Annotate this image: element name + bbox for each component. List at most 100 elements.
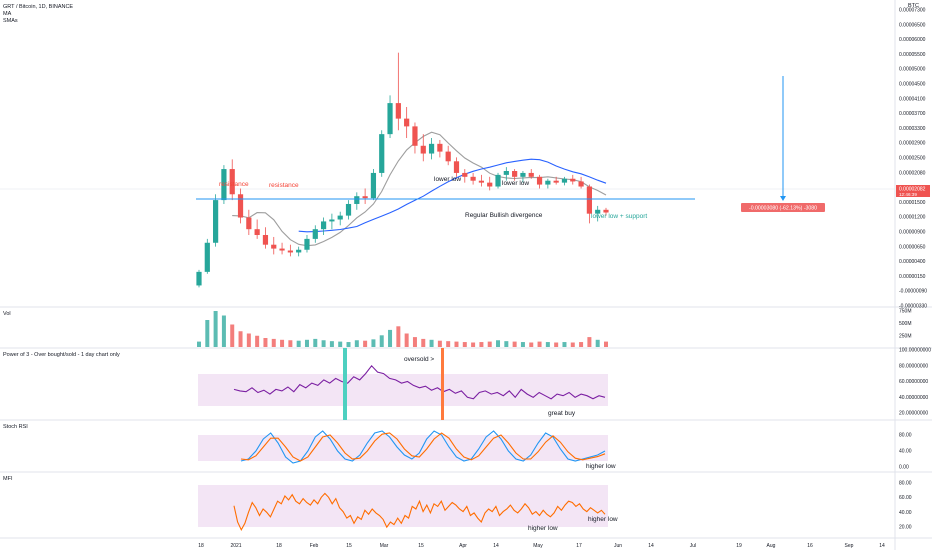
annotation-oversold: oversold > xyxy=(404,356,434,363)
candle-body[interactable] xyxy=(495,174,501,187)
symbol-title[interactable]: GRT / Bitcoin, 1D, BINANCE xyxy=(3,4,73,10)
candle-body[interactable] xyxy=(453,161,460,173)
price-axis-label: 0.00003700 xyxy=(899,111,926,117)
price-axis-label: 0.00000400 xyxy=(899,259,926,265)
candle-body[interactable] xyxy=(213,200,219,243)
volume-bar xyxy=(255,335,260,347)
candle-body[interactable] xyxy=(221,169,227,201)
stoch-axis-label: 80.00 xyxy=(899,433,912,439)
volume-bar xyxy=(529,342,534,347)
price-axis-label: 0.00000900 xyxy=(899,230,926,236)
candles xyxy=(196,52,609,288)
mfi-axis: 80.00 60.00 40.00 20.00 xyxy=(899,481,912,531)
candle-body[interactable] xyxy=(578,181,584,187)
candle-body[interactable] xyxy=(204,242,210,272)
candle-body[interactable] xyxy=(487,182,493,187)
candle-body[interactable] xyxy=(287,250,293,253)
price-axis-label: 0.00001500 xyxy=(899,200,926,206)
candle-body[interactable] xyxy=(354,196,360,204)
candle-body[interactable] xyxy=(503,170,509,175)
volume-bar xyxy=(562,342,567,347)
candle-body[interactable] xyxy=(304,238,310,250)
annotation-mfi-higher-low-1: higher low xyxy=(528,525,558,532)
candle-body[interactable] xyxy=(362,196,368,199)
volume-bar xyxy=(537,341,542,347)
candle-body[interactable] xyxy=(345,203,352,216)
candle-body[interactable] xyxy=(520,172,526,177)
volume-bar xyxy=(221,315,226,347)
candle-body[interactable] xyxy=(420,145,426,154)
sma-short-line[interactable] xyxy=(232,131,607,247)
candle-body[interactable] xyxy=(595,209,601,214)
volume-bar xyxy=(454,341,459,347)
volume-bar xyxy=(288,340,293,347)
candle-body[interactable] xyxy=(229,169,235,195)
candle-body[interactable] xyxy=(470,176,476,181)
pow3-panel-title[interactable]: Power of 3 - Over bought/sold - 1 day ch… xyxy=(3,352,120,358)
volume-bar xyxy=(471,342,476,347)
time-axis-label: Feb xyxy=(310,543,319,549)
volume-bar xyxy=(496,340,501,347)
pow3-axis-label: 20.00000000 xyxy=(899,411,928,417)
candle-body[interactable] xyxy=(271,244,277,249)
annotation-lower-low-1: lower low xyxy=(434,176,461,183)
candle-body[interactable] xyxy=(262,235,269,245)
pow3-oversold-bar xyxy=(441,348,444,420)
stoch-panel-title[interactable]: Stoch RSI xyxy=(3,424,28,430)
candle-body[interactable] xyxy=(586,186,592,214)
candle-body[interactable] xyxy=(478,180,485,183)
volume-bar xyxy=(371,339,376,347)
candle-body[interactable] xyxy=(237,194,244,218)
ma-indicator-label[interactable]: MA xyxy=(3,11,12,17)
candle-body[interactable] xyxy=(254,229,260,236)
price-marker-countdown: 12:46:39 xyxy=(899,192,917,197)
candle-body[interactable] xyxy=(370,172,377,199)
time-axis-label: 15 xyxy=(418,543,424,549)
time-axis-label: 18 xyxy=(276,543,282,549)
measure-label: -0.00003080 (-62.13%) -3080 xyxy=(749,206,817,212)
sma-long-line[interactable] xyxy=(298,158,607,233)
candle-body[interactable] xyxy=(570,178,576,182)
candle-body[interactable] xyxy=(404,118,410,127)
pow3-axis: 100.00000000 80.00000000 60.00000000 40.000… xyxy=(899,348,931,417)
candle-body[interactable] xyxy=(329,219,335,222)
volume-bars xyxy=(197,311,608,347)
candle-body[interactable] xyxy=(545,180,551,185)
vol-panel-title[interactable]: Vol xyxy=(3,311,11,317)
candle-body[interactable] xyxy=(387,103,393,135)
candle-body[interactable] xyxy=(395,103,401,119)
candle-body[interactable] xyxy=(462,172,468,177)
volume-bar xyxy=(363,340,368,347)
candle-body[interactable] xyxy=(528,172,534,177)
candle-body[interactable] xyxy=(296,249,302,253)
candle-body[interactable] xyxy=(246,217,252,230)
candle-body[interactable] xyxy=(320,221,327,230)
candle-body[interactable] xyxy=(512,170,518,177)
candle-body[interactable] xyxy=(603,209,609,213)
candle-body[interactable] xyxy=(279,248,285,251)
pow3-line xyxy=(233,364,606,400)
candle-body[interactable] xyxy=(553,180,559,183)
candle-body[interactable] xyxy=(536,176,543,185)
candle-body[interactable] xyxy=(337,215,343,220)
mfi-panel-title[interactable]: MFI xyxy=(3,476,13,482)
stoch-k-line xyxy=(240,430,606,464)
volume-bar xyxy=(246,333,251,347)
candle-body[interactable] xyxy=(428,143,435,154)
candle-body[interactable] xyxy=(437,143,443,152)
price-axis-label: 0.00002080 xyxy=(899,170,926,176)
price-axis-label: 0.00005500 xyxy=(899,52,926,58)
candle-body[interactable] xyxy=(445,151,451,162)
time-axis-label: Mar xyxy=(380,543,389,549)
candle-body[interactable] xyxy=(379,134,385,173)
candle-body[interactable] xyxy=(412,126,418,146)
pow3-axis-label: 40.00000000 xyxy=(899,395,928,401)
volume-bar xyxy=(321,340,326,347)
candle-body[interactable] xyxy=(561,178,568,183)
volume-bar xyxy=(346,342,351,347)
price-axis-label: 0.00003300 xyxy=(899,126,926,132)
candle-body[interactable] xyxy=(312,229,318,239)
mfi-axis-label: 60.00 xyxy=(899,495,912,501)
smas-indicator-label[interactable]: SMAs xyxy=(3,18,18,24)
candle-body[interactable] xyxy=(196,271,202,286)
